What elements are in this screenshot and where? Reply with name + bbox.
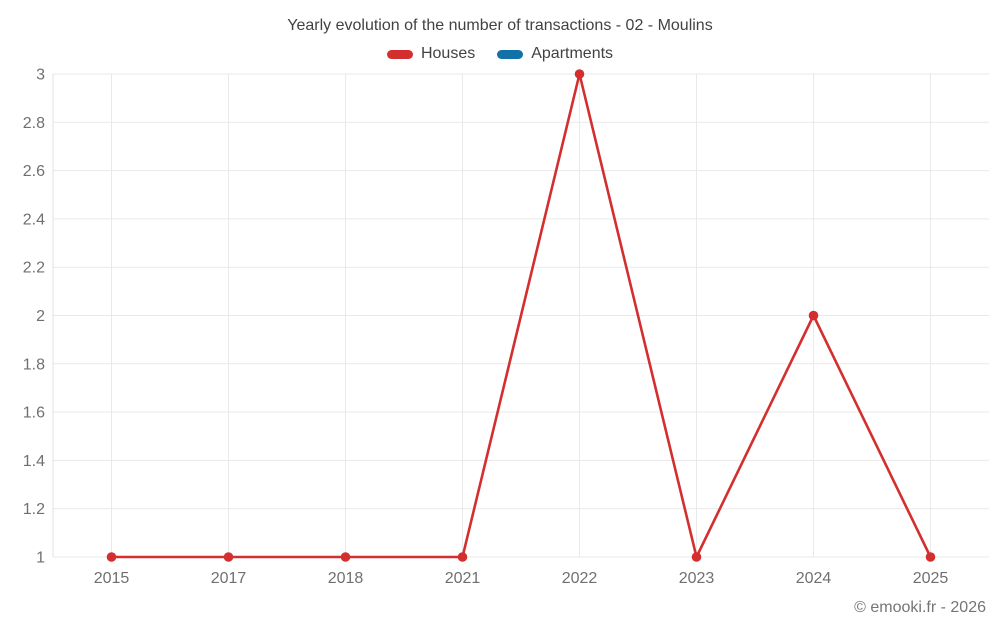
svg-text:1: 1 [36, 550, 45, 567]
svg-text:1.8: 1.8 [23, 356, 45, 373]
svg-text:1.2: 1.2 [23, 501, 45, 518]
svg-text:3: 3 [36, 67, 45, 84]
svg-text:2: 2 [36, 308, 45, 325]
svg-text:2024: 2024 [796, 570, 832, 587]
svg-text:2.8: 2.8 [23, 115, 45, 132]
svg-text:2022: 2022 [562, 570, 598, 587]
svg-text:2018: 2018 [328, 570, 364, 587]
houses-swatch-icon [386, 49, 413, 59]
copyright-attribution: © emooki.fr - 2026 [854, 599, 986, 616]
apartments-swatch-icon [497, 49, 524, 59]
legend-label-apartments: Apartments [531, 45, 614, 62]
series-data-point-markers[interactable] [106, 69, 936, 562]
legend-label-houses: Houses [420, 45, 476, 62]
svg-text:2.6: 2.6 [23, 163, 45, 180]
y-axis-tick-labels: 1 1.2 1.4 1.6 1.8 2 2.2 2.4 2.6 2.8 3 [23, 67, 45, 567]
svg-text:2015: 2015 [94, 570, 130, 587]
svg-text:1.4: 1.4 [23, 453, 45, 470]
series-lines [110, 72, 932, 559]
chart-legend: Houses Apartments [0, 45, 1000, 63]
legend-item-apartments[interactable]: Apartments [497, 45, 613, 63]
svg-text:2.2: 2.2 [23, 260, 45, 277]
svg-text:2023: 2023 [679, 570, 715, 587]
svg-text:1.6: 1.6 [23, 405, 45, 422]
x-axis-tick-labels: 2015 2017 2018 2021 2022 2023 2024 2025 [94, 570, 949, 587]
legend-item-houses[interactable]: Houses [386, 45, 476, 63]
svg-text:2017: 2017 [211, 570, 247, 587]
svg-text:2021: 2021 [445, 570, 481, 587]
svg-text:2.4: 2.4 [23, 211, 45, 228]
svg-text:2025: 2025 [913, 570, 949, 587]
chart-title: Yearly evolution of the number of transa… [287, 17, 713, 34]
